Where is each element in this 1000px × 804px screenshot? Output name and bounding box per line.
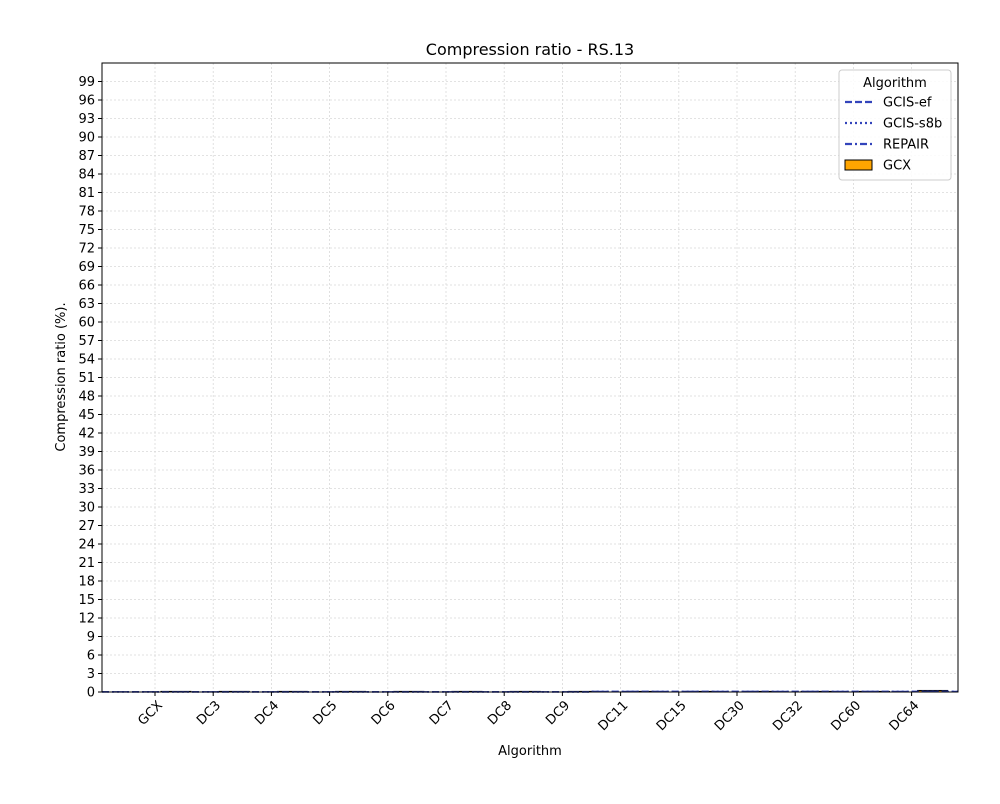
x-tick-label-dc4: DC4 [252, 698, 282, 728]
x-tick-label-dc64: DC64 [887, 698, 923, 734]
y-tick-label: 30 [78, 501, 95, 516]
y-tick-label: 69 [78, 260, 95, 275]
y-axis-label: Compression ratio (%). [54, 302, 69, 451]
x-axis-label: Algorithm [498, 744, 562, 759]
y-tick-label: 12 [78, 612, 95, 627]
y-tick-label: 63 [78, 297, 95, 312]
y-tick-label: 39 [78, 445, 95, 460]
y-tick-label: 24 [78, 538, 95, 553]
y-tick-label: 78 [78, 205, 95, 220]
x-tick-label-gcx: GCX [135, 698, 166, 729]
legend-label-repair: REPAIR [883, 138, 929, 153]
y-axis-ticks: 0369121518212427303336394245485154576063… [78, 75, 102, 701]
y-tick-label: 0 [87, 686, 95, 701]
y-tick-label: 18 [78, 575, 95, 590]
y-tick-label: 42 [78, 427, 95, 442]
y-tick-label: 36 [78, 464, 95, 479]
y-tick-label: 48 [78, 390, 95, 405]
legend-label-gcis-ef: GCIS-ef [883, 96, 932, 111]
grid-layer [102, 63, 958, 692]
y-tick-label: 57 [78, 334, 95, 349]
legend-swatch-gcx [845, 160, 872, 170]
y-tick-label: 21 [78, 556, 95, 571]
x-tick-label-dc11: DC11 [596, 698, 632, 734]
x-tick-label-dc6: DC6 [369, 698, 399, 728]
y-tick-label: 45 [78, 408, 95, 423]
legend-label-gcx: GCX [883, 159, 911, 174]
x-tick-label-dc9: DC9 [543, 698, 573, 728]
x-tick-label-dc7: DC7 [427, 698, 457, 728]
y-tick-label: 81 [78, 186, 95, 201]
y-tick-label: 6 [87, 649, 95, 664]
y-tick-label: 72 [78, 242, 95, 257]
y-tick-label: 96 [78, 94, 95, 109]
legend: Algorithm GCIS-ef GCIS-s8b REPAIR GCX [839, 70, 951, 180]
x-tick-label-dc30: DC30 [712, 698, 748, 734]
y-tick-label: 90 [78, 131, 95, 146]
y-tick-label: 99 [78, 75, 95, 90]
legend-title: Algorithm [863, 76, 927, 91]
y-tick-label: 3 [87, 667, 95, 682]
y-tick-label: 60 [78, 316, 95, 331]
y-tick-label: 9 [87, 630, 95, 645]
x-tick-label-dc3: DC3 [194, 698, 224, 728]
y-tick-label: 51 [78, 371, 95, 386]
x-tick-label-dc15: DC15 [654, 698, 690, 734]
y-tick-label: 87 [78, 149, 95, 164]
y-tick-label: 66 [78, 279, 95, 294]
legend-label-gcis-s8b: GCIS-s8b [883, 117, 942, 132]
y-tick-label: 27 [78, 519, 95, 534]
x-tick-label-dc60: DC60 [828, 698, 864, 734]
y-tick-label: 93 [78, 112, 95, 127]
x-tick-label-dc32: DC32 [770, 698, 806, 734]
y-tick-label: 84 [78, 168, 95, 183]
y-tick-label: 75 [78, 223, 95, 238]
chart-title: Compression ratio - RS.13 [426, 40, 634, 59]
x-tick-label-dc5: DC5 [310, 698, 340, 728]
y-tick-label: 33 [78, 482, 95, 497]
y-tick-label: 15 [78, 593, 95, 608]
x-axis-ticks: GCX DC3 DC4 DC5 DC6 DC7 DC8 DC9 DC11 DC15 DC30 DC32… [135, 692, 922, 734]
x-tick-label-dc8: DC8 [485, 698, 515, 728]
y-tick-label: 54 [78, 353, 95, 368]
